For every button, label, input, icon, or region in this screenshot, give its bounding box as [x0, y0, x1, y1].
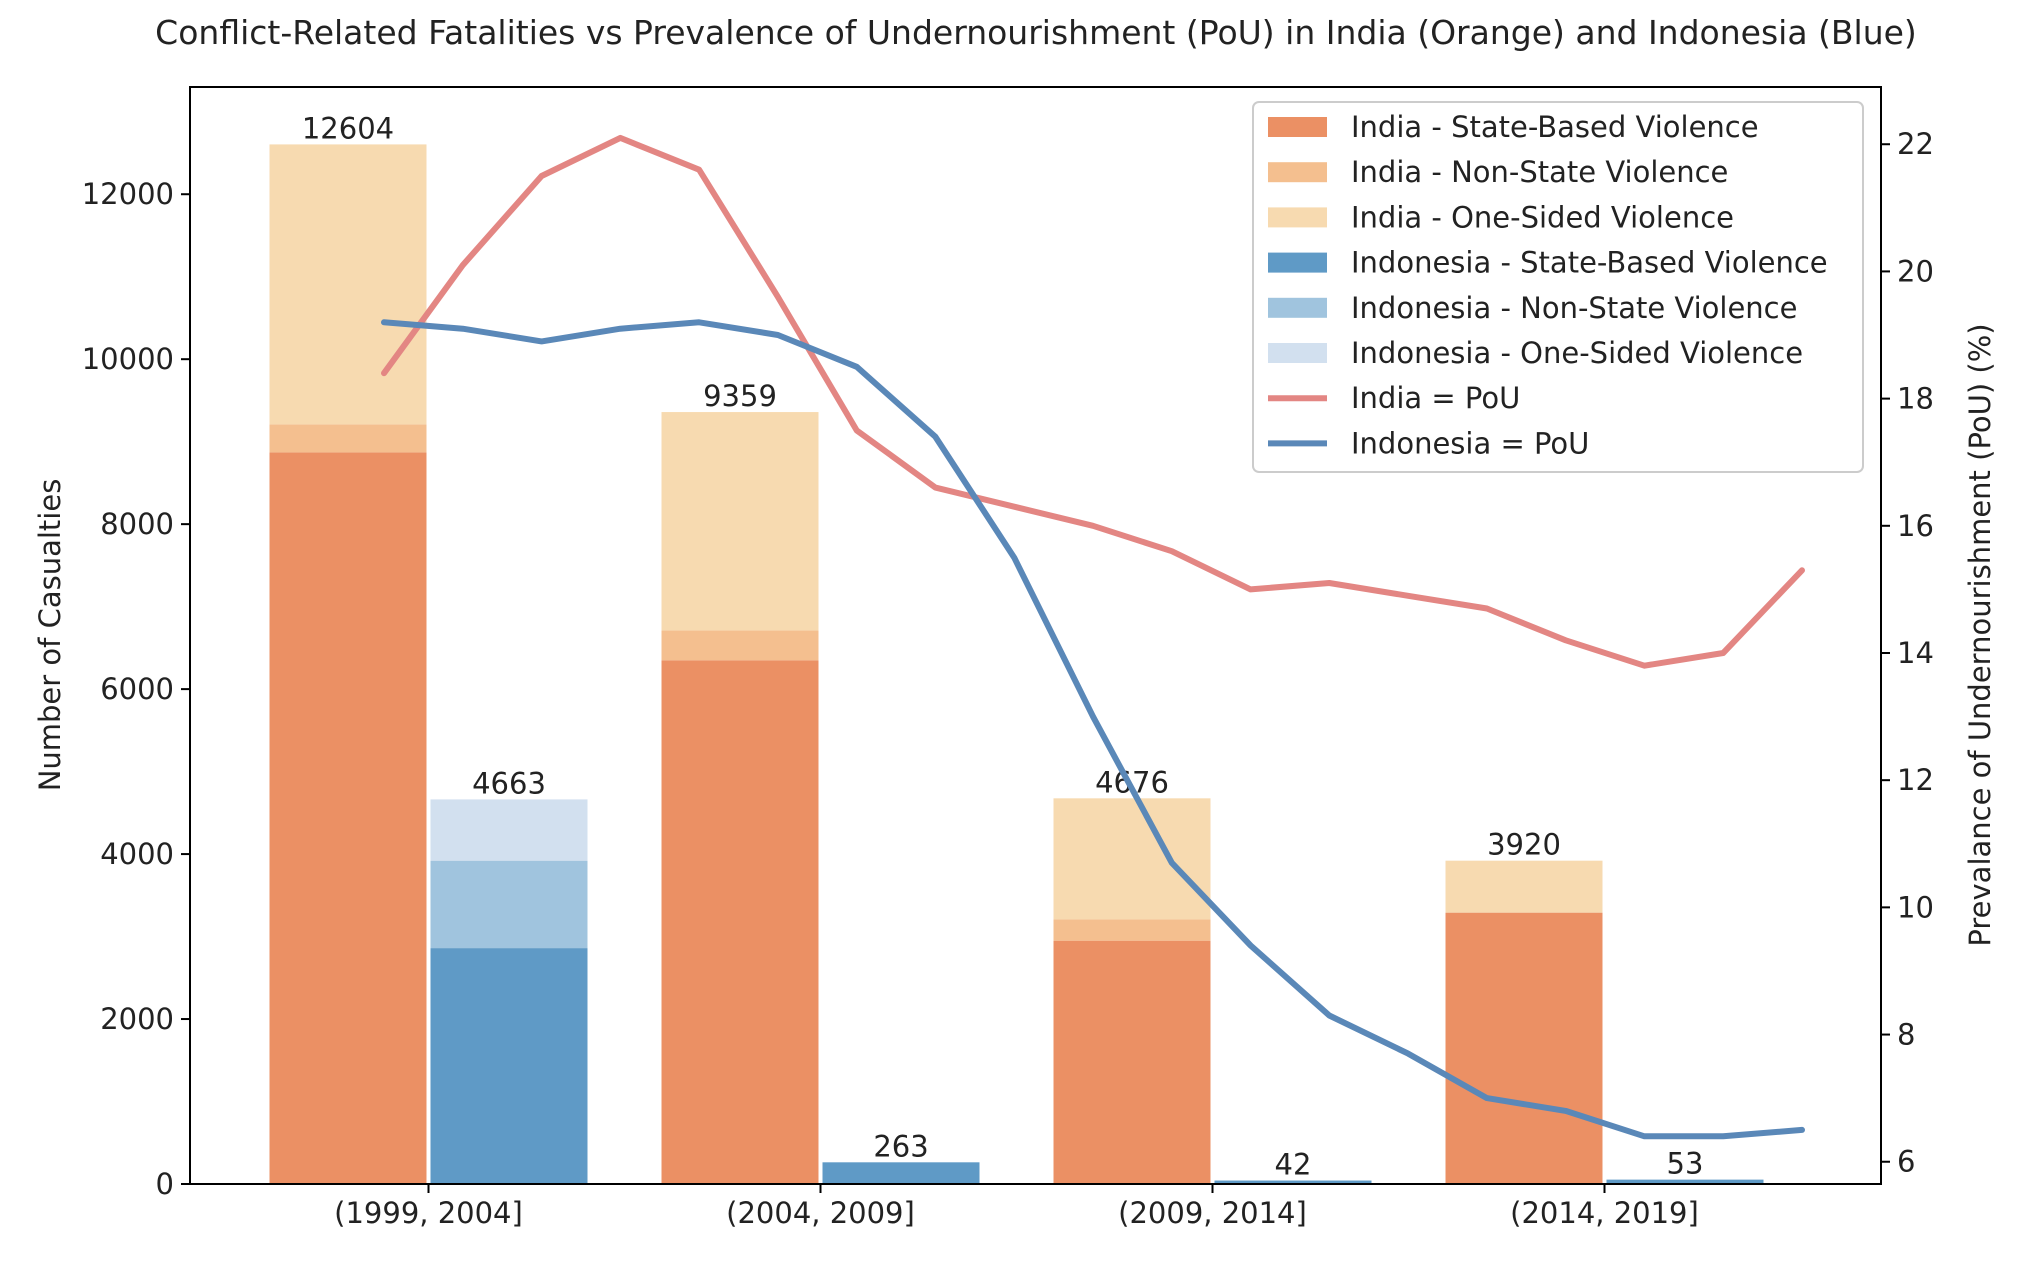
- bar-indonesia-state-based-violence-3: [1606, 1179, 1764, 1184]
- y-tick-label: 6000: [100, 672, 174, 706]
- y-axis: 0 2000 4000 6000 8000 10000 12000: [82, 177, 190, 1201]
- legend-label: India - State-Based Violence: [1351, 110, 1759, 144]
- legend-label: India - Non-State Violence: [1351, 155, 1728, 189]
- bar-indonesia-state-based-violence-1: [822, 1162, 980, 1184]
- bar-indonesia-one-sided-violence-0: [430, 799, 588, 861]
- legend-swatch: [1268, 343, 1327, 363]
- y-tick-label: 12000: [82, 177, 174, 211]
- lines-group: [381, 134, 1805, 1140]
- y-tick-label: 8000: [100, 507, 174, 541]
- y2-tick-label: 18: [1897, 382, 1934, 416]
- bar-india-one-sided-violence-1: [661, 412, 819, 631]
- legend-label: Indonesia - One-Sided Violence: [1351, 336, 1803, 370]
- y-axis-label: Number of Casualties: [33, 479, 67, 792]
- bar-india-non-state-violence-2: [1053, 919, 1211, 941]
- bar-india-non-state-violence-1: [661, 630, 819, 661]
- bar-total-label-indonesia-0: 4663: [472, 766, 546, 800]
- legend-swatch: [1268, 207, 1327, 228]
- legend-swatch: [1268, 117, 1327, 137]
- x-axis: (1999, 2004] (2004, 2009] (2009, 2014] (201…: [334, 1184, 1699, 1230]
- y-tick-label: 4000: [100, 837, 174, 871]
- legend-label: Indonesia = PoU: [1351, 426, 1589, 460]
- legend: India - State-Based Violence India - Non-…: [1252, 101, 1864, 473]
- legend-label: Indonesia - Non-State Violence: [1351, 291, 1797, 325]
- legend-swatch: [1268, 297, 1327, 318]
- bar-indonesia-state-based-violence-0: [430, 948, 588, 1184]
- y2-tick-label: 10: [1897, 890, 1934, 924]
- bar-india-one-sided-violence-2: [1053, 798, 1211, 920]
- y2-axis-label: Prevalance of Undernourishment (PoU) (%): [1963, 323, 1997, 946]
- x-tick-label: (1999, 2004]: [334, 1196, 523, 1230]
- legend-swatch: [1268, 252, 1327, 273]
- plot-frame: [189, 86, 1882, 1185]
- legend-label: India - One-Sided Violence: [1351, 200, 1734, 234]
- y2-tick-label: 16: [1897, 509, 1934, 543]
- legend-label: India = PoU: [1351, 381, 1520, 415]
- bar-indonesia-state-based-violence-2: [1214, 1180, 1372, 1184]
- y-tick-label: 10000: [82, 342, 174, 376]
- bar-india-state-based-violence-2: [1053, 940, 1211, 1184]
- bar-india-one-sided-violence-0: [269, 144, 427, 425]
- bar-india-state-based-violence-3: [1445, 912, 1603, 1184]
- chart-title: Conflict-Related Fatalities vs Prevalenc…: [155, 13, 1917, 52]
- bar-indonesia-non-state-violence-0: [430, 860, 588, 949]
- y2-tick-label: 22: [1897, 127, 1934, 161]
- y2-tick-label: 6: [1897, 1145, 1915, 1179]
- legend-label: Indonesia - State-Based Violence: [1351, 246, 1828, 280]
- y2-tick-label: 20: [1897, 254, 1934, 288]
- y-tick-label: 2000: [100, 1002, 174, 1036]
- legend-swatch: [1268, 162, 1327, 183]
- y2-tick-label: 8: [1897, 1018, 1915, 1052]
- y2-tick-label: 12: [1897, 763, 1934, 797]
- bar-india-non-state-violence-0: [269, 424, 427, 453]
- bar-total-label-india-0: 12604: [302, 111, 394, 145]
- legend-box: [1252, 101, 1864, 473]
- y-tick-label: 0: [156, 1167, 174, 1201]
- x-tick-label: (2009, 2014]: [1118, 1196, 1307, 1230]
- bar-total-label-india-1: 9359: [703, 379, 777, 413]
- bar-total-label-indonesia-1: 263: [873, 1129, 928, 1163]
- bar-total-label-indonesia-2: 42: [1275, 1148, 1312, 1182]
- bar-total-label-india-3: 3920: [1487, 828, 1561, 862]
- bar-india-state-based-violence-1: [661, 660, 819, 1184]
- y2-tick-label: 14: [1897, 636, 1934, 670]
- bar-india-state-based-violence-0: [269, 452, 427, 1184]
- bars-group: [269, 144, 1764, 1184]
- x-tick-label: (2004, 2009]: [726, 1196, 915, 1230]
- bar-india-one-sided-violence-3: [1445, 860, 1603, 913]
- indonesia-pou-line: [381, 319, 1805, 1140]
- x-tick-label: (2014, 2019]: [1510, 1196, 1699, 1230]
- bar-total-label-indonesia-3: 53: [1667, 1147, 1704, 1181]
- y2-axis: 6 8 10 12 14 16 18 20 22: [1881, 127, 1934, 1179]
- india-pou-line: [381, 134, 1805, 669]
